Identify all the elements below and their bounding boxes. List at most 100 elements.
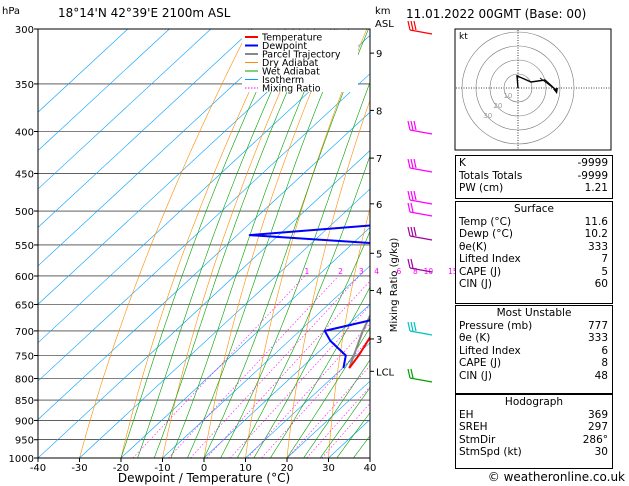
wind-barb-flag bbox=[413, 226, 417, 237]
table-title: Most Unstable bbox=[496, 307, 572, 319]
pressure-tick-label: 400 bbox=[15, 128, 34, 139]
temperature-tick-label: -20 bbox=[113, 463, 129, 474]
hodograph-ring bbox=[489, 59, 547, 117]
wind-barb-staff bbox=[409, 199, 433, 205]
row-label: K bbox=[459, 157, 466, 169]
wind-barb-staff bbox=[409, 330, 433, 336]
table-row: CIN (J) 60 bbox=[456, 278, 612, 291]
wind-barb-flag bbox=[410, 158, 414, 169]
wind-barb bbox=[407, 120, 433, 135]
pressure-tick-label: 700 bbox=[15, 327, 34, 338]
row-value: 8 bbox=[601, 357, 608, 369]
pressure-tick-label: 850 bbox=[15, 396, 34, 407]
row-label: EH bbox=[459, 408, 474, 421]
isotherm-line bbox=[38, 29, 212, 190]
mixing-ratio-label: 15 bbox=[448, 267, 458, 276]
row-label: Totals Totals bbox=[459, 169, 523, 182]
mixing-ratio-label: 2 bbox=[338, 267, 343, 276]
most-unstable-table: Most Unstable Pressure (mb) 777 θe (K) 333 Li… bbox=[456, 307, 612, 382]
mixing-ratio-line bbox=[168, 275, 339, 458]
wind-barb bbox=[407, 20, 433, 35]
wind-barb-flag bbox=[410, 120, 414, 131]
pressure-tick-label: 650 bbox=[15, 301, 34, 312]
wind-barb-flag bbox=[413, 158, 417, 169]
height-tick-label: 8 bbox=[376, 106, 382, 117]
hodograph-table: Hodograph EH 369 SREH 297 StmDir 286° StmSpd (k… bbox=[456, 396, 612, 459]
row-label: Lifted Index bbox=[459, 344, 521, 357]
legend-label: Isotherm bbox=[262, 75, 304, 86]
row-value: 60 bbox=[594, 278, 608, 290]
background-lines bbox=[38, 29, 370, 458]
wind-barb-flag bbox=[407, 20, 411, 31]
table-row: CAPE (J) 8 bbox=[456, 357, 612, 370]
wind-barb-flag bbox=[407, 120, 411, 131]
table-row: CAPE (J) 5 bbox=[456, 266, 612, 279]
mixing-ratio-label: 3 bbox=[359, 267, 364, 276]
row-value: 369 bbox=[587, 408, 608, 421]
table-row: Lifted Index 6 bbox=[456, 345, 612, 358]
row-value: -9999 bbox=[577, 169, 608, 182]
surface-table: Surface Temp (°C) 11.6 Dewp (°C) 10.2 θe(K) 33… bbox=[456, 203, 612, 291]
hodograph-ring bbox=[461, 31, 575, 145]
hodograph-frame bbox=[454, 28, 612, 151]
location-label: 18°14'N 42°39'E 2100m ASL bbox=[58, 6, 231, 20]
legend-label: Dry Adiabat bbox=[262, 58, 319, 69]
table-title-row: Surface bbox=[456, 203, 612, 216]
hodograph-ring bbox=[475, 45, 561, 131]
wind-barb-flag bbox=[413, 190, 417, 201]
mixing-ratio-line bbox=[206, 280, 370, 458]
isotherm-line bbox=[38, 29, 295, 267]
wind-barb-flag bbox=[413, 120, 417, 131]
row-value: 777 bbox=[587, 319, 608, 332]
wet-adiabat-line bbox=[319, 387, 370, 458]
profile-lines bbox=[248, 224, 370, 369]
mixing-ratio-line bbox=[287, 365, 370, 458]
row-label: θe(K) bbox=[459, 240, 487, 253]
pressure-tick-label: 450 bbox=[15, 169, 34, 180]
wind-barb bbox=[407, 202, 433, 217]
wind-barb-flag bbox=[407, 321, 411, 332]
temperature-tick-label: 20 bbox=[281, 463, 294, 474]
wind-barb-staff bbox=[409, 129, 433, 135]
wet-adiabat-line bbox=[236, 154, 370, 458]
pressure-tick-label: 500 bbox=[15, 207, 34, 218]
row-label: Pressure (mb) bbox=[459, 319, 533, 332]
temperature-tick-label: 0 bbox=[201, 463, 207, 474]
wind-barb-flag bbox=[407, 158, 411, 169]
mixing-ratio-label: 1 bbox=[305, 267, 310, 276]
row-value: 48 bbox=[594, 369, 608, 382]
wind-barb-flag bbox=[410, 20, 414, 31]
height-tick-label: 7 bbox=[376, 154, 382, 165]
legend-label: Parcel Trajectory bbox=[262, 50, 341, 61]
table-title: Surface bbox=[513, 203, 554, 215]
pressure-tick-label: 900 bbox=[15, 416, 34, 427]
hodograph-unit: kt bbox=[459, 32, 468, 42]
wind-barb-flag bbox=[407, 202, 411, 213]
dry-adiabat-line bbox=[120, 29, 279, 458]
table-title: Hodograph bbox=[504, 396, 564, 408]
height-tick-label: 4 bbox=[376, 287, 382, 298]
wind-barb-flag bbox=[407, 190, 411, 201]
wet-adiabat-line bbox=[153, 29, 316, 458]
dry-adiabat-line bbox=[79, 29, 250, 458]
mixing-ratio-label: 4 bbox=[374, 267, 379, 276]
table-row: Dewp (°C) 10.2 bbox=[456, 228, 612, 241]
axes: 1234681015202530035040045050055060065070… bbox=[9, 25, 490, 474]
wind-barb-staff bbox=[409, 267, 433, 273]
row-label: SREH bbox=[459, 421, 488, 433]
dry-adiabat-line bbox=[203, 29, 338, 458]
isotherm-line bbox=[38, 150, 370, 458]
isotherm-line bbox=[38, 73, 370, 382]
isotherm-line bbox=[38, 29, 170, 152]
isotherm-line bbox=[38, 29, 336, 305]
wet-adiabat-line bbox=[286, 327, 370, 458]
dewpoint-line bbox=[248, 224, 370, 369]
row-value: 5 bbox=[601, 265, 608, 278]
table-title-row: Hodograph bbox=[456, 396, 612, 409]
hodograph-ring-label: 10 bbox=[503, 92, 512, 100]
hodograph-ring-label: 30 bbox=[483, 112, 492, 120]
wind-barb-staff bbox=[409, 377, 433, 383]
dry-adiabat-line bbox=[369, 450, 370, 458]
wind-barb-staff bbox=[409, 235, 433, 241]
wet-adiabat-line bbox=[253, 230, 370, 458]
